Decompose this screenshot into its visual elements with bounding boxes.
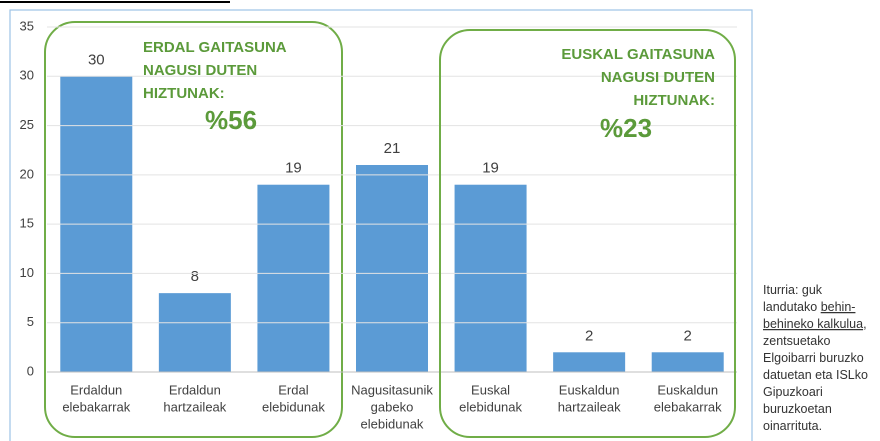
annotation: HIZTUNAK: [633, 92, 715, 109]
source-segment: Gipuzkoari [763, 385, 823, 399]
x-tick-label: elebidunak [361, 416, 424, 431]
source-segment: behin- [821, 300, 856, 314]
data-label: 19 [482, 160, 499, 177]
data-label: 2 [585, 327, 593, 344]
source-segment: datuetan eta ISLko [763, 368, 868, 382]
left-group [44, 21, 343, 438]
source-note: datuetan eta ISLko [763, 368, 868, 382]
y-tick-label: 10 [20, 265, 34, 280]
y-tick-label: 20 [20, 166, 34, 181]
y-tick-label: 0 [27, 363, 34, 378]
x-tick-label: elebakarrak [62, 399, 130, 414]
y-tick-label: 30 [20, 68, 34, 83]
source-note: zentsuetako [763, 334, 830, 348]
bar [454, 184, 527, 372]
annotation: EUSKAL GAITASUNA [561, 46, 715, 63]
annotation: NAGUSI DUTEN [601, 69, 715, 86]
y-tick-label: 25 [20, 117, 34, 132]
source-note: behineko kalkulua, [763, 317, 867, 331]
x-tick-label: Euskal [471, 382, 510, 397]
x-tick-label: elebakarrak [654, 399, 722, 414]
x-tick-label: Nagusitasunik [351, 382, 433, 397]
source-segment: buruzkoetan [763, 402, 832, 416]
x-tick-label: Erdaldun [169, 382, 221, 397]
annotation: HIZTUNAK: [143, 85, 225, 102]
source-note: Gipuzkoari [763, 385, 823, 399]
data-label: 8 [191, 268, 199, 285]
source-note: buruzkoetan [763, 402, 832, 416]
annotation: %23 [600, 113, 652, 143]
bar [158, 293, 231, 372]
source-note: landutako behin- [763, 300, 855, 314]
x-tick-label: Erdal [278, 382, 308, 397]
bar [651, 352, 724, 372]
bar [553, 352, 626, 372]
data-label: 30 [88, 51, 105, 68]
data-label: 19 [285, 160, 302, 177]
x-tick-label: Euskaldun [559, 382, 620, 397]
x-tick-label: hartzaileak [163, 399, 226, 414]
source-segment: zentsuetako [763, 334, 830, 348]
bar [257, 184, 330, 372]
source-segment: oinarrituta. [763, 419, 822, 433]
source-segment: Iturria: guk [763, 283, 823, 297]
source-note: Elgoibarri buruzko [763, 351, 864, 365]
data-label: 2 [684, 327, 692, 344]
right-group [439, 29, 736, 438]
data-label: 21 [384, 140, 401, 157]
x-tick-label: Euskaldun [657, 382, 718, 397]
x-tick-label: gabeko [371, 399, 414, 414]
source-segment: , [863, 317, 866, 331]
source-segment: behineko kalkulua [763, 317, 863, 331]
y-tick-label: 5 [27, 314, 34, 329]
x-tick-label: elebidunak [459, 399, 522, 414]
frame [9, 9, 753, 441]
x-tick-label: Erdaldun [70, 382, 122, 397]
source-note: Iturria: guk [763, 283, 823, 297]
y-tick-label: 15 [20, 216, 34, 231]
x-tick-label: elebidunak [262, 399, 325, 414]
x-tick-label: hartzaileak [558, 399, 621, 414]
source-segment: landutako [763, 300, 821, 314]
source-note: oinarrituta. [763, 419, 822, 433]
annotation: ERDAL GAITASUNA [143, 39, 287, 56]
bar [356, 165, 428, 372]
annotation: %56 [205, 105, 257, 135]
y-tick-label: 35 [20, 18, 34, 33]
annotation: NAGUSI DUTEN [143, 62, 257, 79]
source-segment: Elgoibarri buruzko [763, 351, 864, 365]
